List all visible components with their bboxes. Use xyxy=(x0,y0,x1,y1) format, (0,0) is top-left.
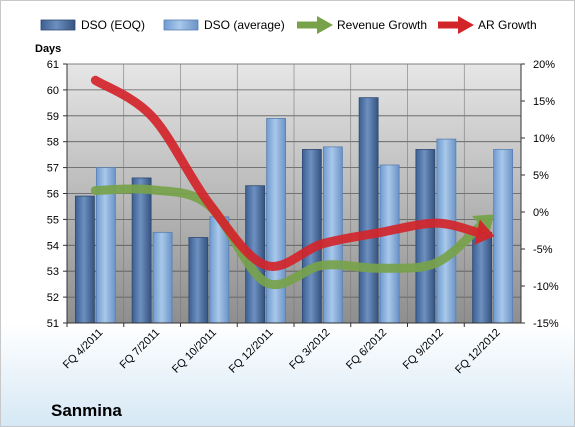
y2-tick-label: -5% xyxy=(533,244,553,256)
y-tick-label: 56 xyxy=(47,189,59,201)
y-tick-label: 59 xyxy=(47,111,59,123)
y-tick-label: 61 xyxy=(47,59,59,71)
legend-arrowhead-ar-growth xyxy=(458,16,474,34)
x-tick-label: FQ 6/2012 xyxy=(344,327,389,372)
y2-tick-label: 15% xyxy=(533,96,555,108)
y-tick-label: 53 xyxy=(47,266,59,278)
arrow-line-ar-growth xyxy=(90,75,482,271)
x-tick-label: FQ 10/2011 xyxy=(170,327,219,376)
bar-dso-eoq xyxy=(301,149,322,324)
x-tick-label: FQ 12/2012 xyxy=(453,327,503,377)
x-tick-label: FQ 3/2012 xyxy=(287,327,332,372)
x-tick-label: FQ 7/2011 xyxy=(118,327,163,372)
y2-tick-label: -15% xyxy=(533,318,559,330)
bar-dso-average xyxy=(436,138,457,324)
x-tick-label: FQ 12/2011 xyxy=(227,327,276,376)
bar-dso-average xyxy=(152,231,173,324)
bar-dso-eoq xyxy=(131,177,152,324)
y2-tick-label: -10% xyxy=(533,281,559,293)
y2-tick-label: 10% xyxy=(533,133,555,145)
legend-swatch-dso-eoq- xyxy=(40,19,76,31)
bar-dso-eoq xyxy=(188,237,209,324)
arrow-series-group xyxy=(90,75,495,289)
y2-tick-label: 20% xyxy=(533,59,555,71)
y-tick-label: 54 xyxy=(47,240,59,252)
legend-swatch-dso-average- xyxy=(163,19,199,31)
legend: DSO (EOQ) DSO (average) Revenue Growth AR G… xyxy=(40,16,537,34)
legend-label-revenue-growth: Revenue Growth xyxy=(337,18,427,32)
y-tick-label: 55 xyxy=(47,214,59,226)
y-tick-label: 57 xyxy=(47,163,59,175)
y-tick-label: 58 xyxy=(47,137,59,149)
legend-arrowhead-revenue-growth xyxy=(317,16,333,34)
bar-dso-average xyxy=(379,164,400,324)
bar-dso-average xyxy=(322,146,343,324)
bar-dso-average xyxy=(266,117,287,324)
bar-dso-eoq xyxy=(415,149,436,324)
legend-label-ar-growth: AR Growth xyxy=(478,18,537,32)
x-tick-label: FQ 4/2011 xyxy=(61,327,106,372)
arrow-line-revenue-growth xyxy=(90,184,485,289)
company-title: Sanmina xyxy=(51,401,122,420)
y-tick-label: 52 xyxy=(47,292,59,304)
y2-tick-label: 0% xyxy=(533,207,549,219)
y-tick-label: 60 xyxy=(47,85,59,97)
x-tick-label: FQ 9/2012 xyxy=(401,327,446,372)
bar-dso-eoq xyxy=(358,97,379,324)
bar-dso-average xyxy=(493,149,514,324)
legend-label-dso-average-: DSO (average) xyxy=(204,18,285,32)
arrowhead-ar-growth xyxy=(474,219,495,245)
legend-label-dso-eoq-: DSO (EOQ) xyxy=(81,18,145,32)
bar-dso-eoq xyxy=(472,231,493,324)
bar-dso-eoq xyxy=(74,195,95,324)
y2-tick-label: 5% xyxy=(533,170,549,182)
y-axis-label: Days xyxy=(35,43,61,55)
y-tick-label: 51 xyxy=(47,318,59,330)
